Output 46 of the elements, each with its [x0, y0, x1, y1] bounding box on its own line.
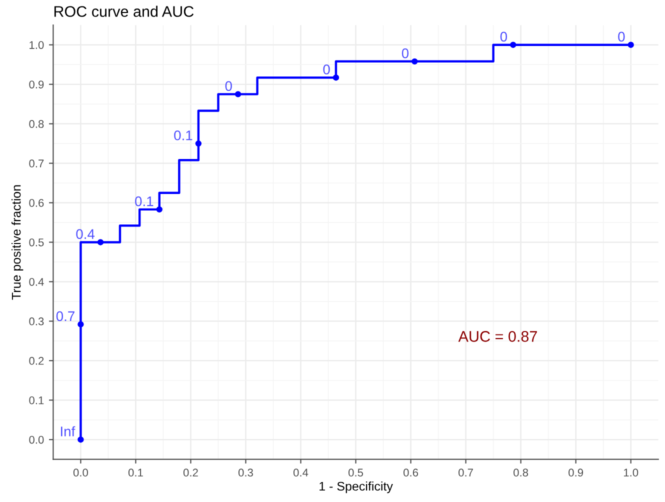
- y-tick-label: 0.8: [29, 120, 44, 128]
- annotation: 0.1: [174, 130, 192, 140]
- x-tick-label: 0.6: [404, 468, 418, 477]
- annotation: 0: [500, 32, 508, 42]
- x-tick-label: 0.2: [183, 468, 198, 477]
- y-tick-label: 0.2: [29, 356, 44, 365]
- annotation: 0: [225, 81, 232, 91]
- annotation: Inf: [60, 426, 76, 436]
- x-tick-label: 0.4: [293, 468, 308, 477]
- y-tick-label: 0.9: [29, 80, 44, 88]
- x-tick-label: 0.3: [238, 468, 253, 477]
- point: [510, 42, 516, 48]
- y-tick-label: 0.0: [29, 436, 44, 444]
- point: [234, 91, 242, 98]
- y-tick-label: 0.4: [29, 278, 44, 286]
- annotation: 0: [323, 64, 330, 74]
- point: [628, 42, 634, 48]
- x-tick-label: 1.0: [624, 468, 638, 477]
- x-tick-label: 0.0: [73, 468, 88, 477]
- y-tick-label: 1.0: [30, 41, 44, 49]
- y-tick-label: 0.6: [29, 199, 44, 207]
- annotation: 0.1: [135, 196, 154, 206]
- y-tick-label: 0.1: [29, 396, 44, 404]
- y-tick-label: 0.3: [29, 317, 44, 326]
- x-tick-label: 0.8: [514, 468, 528, 477]
- x-axis-title: 1 - Specificity: [320, 481, 393, 494]
- annotation: 0.4: [76, 229, 95, 239]
- x-tick-label: 0.5: [348, 468, 364, 477]
- chart-title: ROC curve and AUC: [54, 6, 194, 17]
- annotation: 0: [402, 48, 409, 58]
- annotation: 0: [618, 32, 625, 42]
- annotation: AUC = 0.87: [458, 331, 537, 342]
- y-axis-title: True positive fraction: [12, 185, 24, 300]
- annotation: 0.7: [56, 311, 74, 322]
- point: [412, 58, 418, 65]
- y-tick-label: 0.5: [29, 238, 44, 246]
- point: [78, 436, 84, 443]
- point: [97, 239, 104, 246]
- point: [332, 74, 340, 81]
- point: [195, 140, 202, 147]
- point: [78, 321, 84, 328]
- x-tick-label: 0.9: [568, 468, 584, 477]
- y-tick-label: 0.7: [29, 160, 44, 168]
- x-tick-label: 0.7: [458, 468, 473, 477]
- x-tick-label: 0.1: [128, 468, 143, 477]
- point: [156, 206, 162, 213]
